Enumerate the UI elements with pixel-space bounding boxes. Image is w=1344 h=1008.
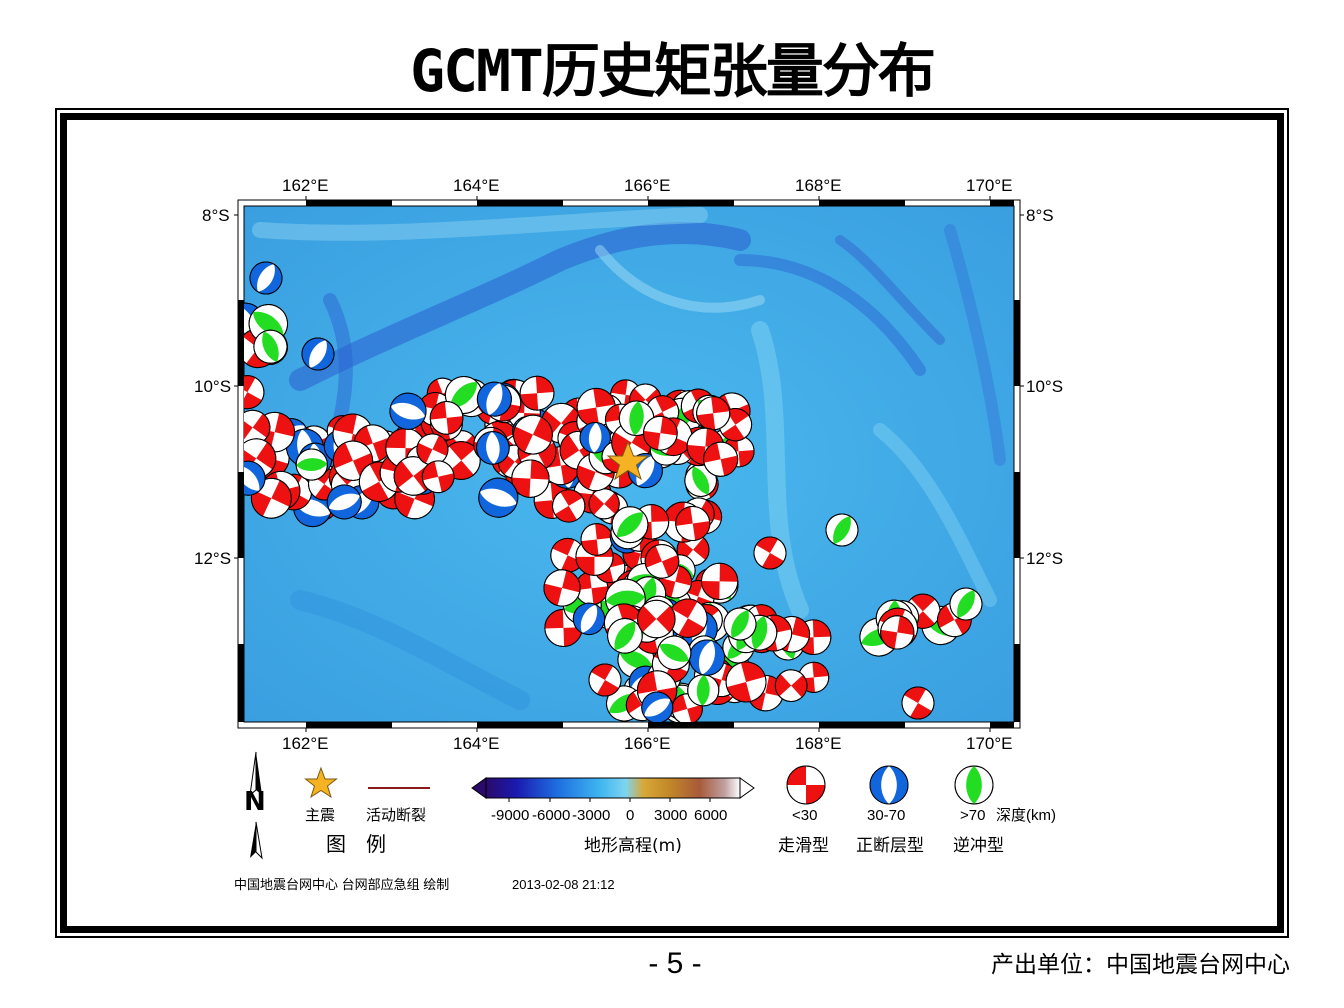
legend-mainshock-label: 主震 — [305, 807, 336, 824]
beachball-icon — [580, 523, 614, 556]
beachball-icon — [393, 456, 434, 496]
beachball-icon — [753, 536, 787, 570]
beachball-icon — [725, 661, 767, 703]
beachball-icon — [949, 587, 983, 621]
beachball-icon — [511, 459, 550, 498]
focal-mechanisms — [244, 261, 983, 722]
beachball-icon — [295, 448, 328, 481]
colorbar-tick-label: -6000 — [532, 807, 571, 824]
page-number: - 5 - — [648, 947, 702, 980]
lat-label-right-10s: 10°S — [1026, 377, 1064, 396]
beachball-icon — [244, 460, 266, 496]
mainshock-star-icon — [606, 440, 650, 481]
beachball-icon — [786, 765, 826, 805]
legend-title: 图 例 — [326, 832, 386, 856]
page-title: GCMT历史矩张量分布 — [410, 37, 936, 105]
beachball-icon — [478, 477, 519, 518]
lat-label-left-8s: 8°S — [202, 206, 230, 225]
beachball-icon — [572, 602, 606, 636]
beachball-icon — [700, 562, 739, 601]
depth-label-shallow: <30 — [792, 807, 818, 824]
beachball-icon — [416, 433, 449, 466]
depth-label-mid: 30-70 — [867, 807, 906, 824]
beachball-icon — [637, 599, 676, 639]
colorbar-tick-label: 0 — [626, 807, 635, 824]
lon-label-top-168: 168°E — [795, 176, 842, 195]
lon-label-top-164: 164°E — [453, 176, 500, 195]
elevation-colorbar — [471, 777, 755, 802]
beachball-icon — [588, 488, 620, 520]
beachball-icon — [421, 460, 455, 494]
mechanism-strike-slip: 走滑型 — [778, 836, 829, 856]
beachball-icon — [675, 505, 711, 542]
mechanism-thrust: 逆冲型 — [953, 836, 1004, 856]
colorbar-tick-label: -3000 — [572, 807, 611, 824]
credit-timestamp: 2013-02-08 21:12 — [512, 877, 615, 892]
beachball-icon — [703, 441, 739, 477]
legend-star-icon — [304, 766, 338, 799]
lat-label-right-8s: 8°S — [1026, 206, 1054, 225]
beachball-icon — [644, 544, 680, 579]
beachball-icon — [253, 329, 288, 364]
lon-label-bottom-166: 166°E — [624, 734, 671, 753]
beachball-icon — [656, 635, 692, 670]
beachball-icon — [869, 765, 909, 805]
beachball-icon — [688, 639, 726, 676]
beachball-icon — [326, 484, 362, 520]
lat-label-left-12s: 12°S — [194, 549, 232, 568]
north-label: N — [244, 787, 266, 817]
beachball-icon — [825, 513, 859, 547]
beachball-icon — [954, 765, 994, 805]
lat-label-right-12s: 12°S — [1026, 549, 1064, 568]
lon-label-bottom-170: 170°E — [966, 734, 1013, 753]
colorbar-tick-label: -9000 — [491, 807, 530, 824]
beachball-icon — [543, 569, 581, 607]
lon-label-top-162: 162°E — [282, 176, 329, 195]
lon-label-bottom-162: 162°E — [282, 734, 329, 753]
beachball-icon — [880, 615, 915, 650]
depth-label-deep: >70 — [960, 807, 986, 824]
legend-graphics — [249, 751, 994, 860]
beachball-icon — [588, 663, 622, 697]
beachball-icon — [244, 375, 265, 410]
beachball-icon — [249, 261, 283, 295]
footer-producer: 产出单位：中国地震台网中心 — [991, 952, 1290, 978]
beachball-icon — [696, 396, 731, 431]
beachball-icon — [579, 421, 611, 454]
depth-unit-label: 深度(km) — [996, 807, 1056, 824]
beachball-icon — [641, 691, 674, 722]
beachball-icon — [723, 607, 757, 641]
beachball-icon — [244, 409, 271, 446]
lon-label-bottom-168: 168°E — [795, 734, 842, 753]
beachball-icon — [519, 375, 555, 411]
beachball-icon — [611, 506, 649, 544]
legend-fault-label: 活动断裂 — [366, 807, 427, 824]
lon-label-bottom-164: 164°E — [453, 734, 500, 753]
beachball-icon — [774, 669, 808, 702]
beachball-icon — [301, 337, 335, 371]
lon-label-top-166: 166°E — [624, 176, 671, 195]
beachball-icon — [642, 415, 678, 451]
lon-label-top-170: 170°E — [966, 176, 1013, 195]
credit-producer: 中国地震台网中心 台网部应急组 绘制 — [234, 877, 450, 892]
beachball-icon — [476, 431, 510, 465]
colorbar-tick-label: 6000 — [694, 807, 728, 824]
beachball-icon — [607, 617, 643, 654]
beachball-icon — [389, 392, 427, 430]
beachball-icon — [429, 401, 464, 435]
outer-frame — [55, 108, 1289, 938]
north-arrow-icon — [249, 751, 263, 860]
mechanism-normal: 正断层型 — [856, 836, 924, 856]
colorbar-tick-label: 3000 — [654, 807, 688, 824]
beachball-icon — [901, 686, 935, 720]
beachball-icon — [476, 381, 512, 417]
elevation-label: 地形高程(m) — [584, 836, 682, 856]
beachball-icon — [513, 414, 553, 455]
beachball-icon — [687, 674, 720, 707]
beachball-icon — [552, 489, 586, 523]
lat-label-left-10s: 10°S — [194, 377, 232, 396]
